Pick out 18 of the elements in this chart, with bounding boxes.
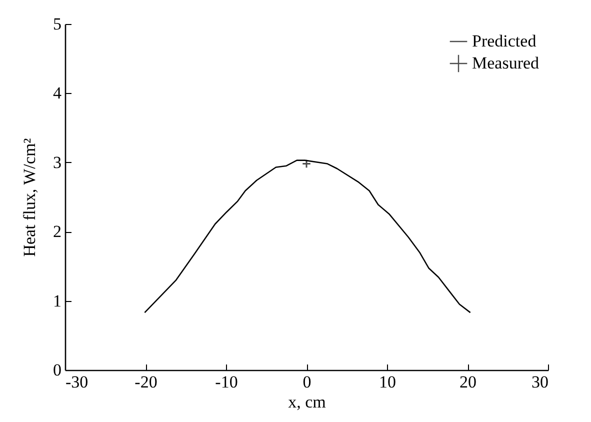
- x-tick-label: -20: [134, 372, 158, 392]
- x-tick-label: -10: [215, 372, 238, 392]
- y-tick-label: 3: [53, 152, 62, 172]
- x-tick-label: 30: [532, 372, 548, 392]
- x-tick-label: -30: [66, 372, 88, 392]
- legend-label: Measured: [472, 54, 540, 72]
- y-tick-label: 2: [53, 222, 62, 242]
- y-tick-label: 5: [53, 14, 62, 34]
- x-tick-label: 0: [302, 372, 312, 392]
- x-axis-title: x, cm: [288, 392, 326, 412]
- y-tick-label: 1: [53, 291, 62, 310]
- y-axis-title: Heat flux, W/cm²: [20, 138, 39, 257]
- y-tick-label: 0: [53, 360, 62, 380]
- x-tick-label: 20: [460, 372, 476, 392]
- y-tick-label: 4: [53, 84, 62, 103]
- line-series: [144, 160, 471, 314]
- x-tick-label: 10: [379, 372, 396, 392]
- legend-label: Predicted: [472, 32, 537, 50]
